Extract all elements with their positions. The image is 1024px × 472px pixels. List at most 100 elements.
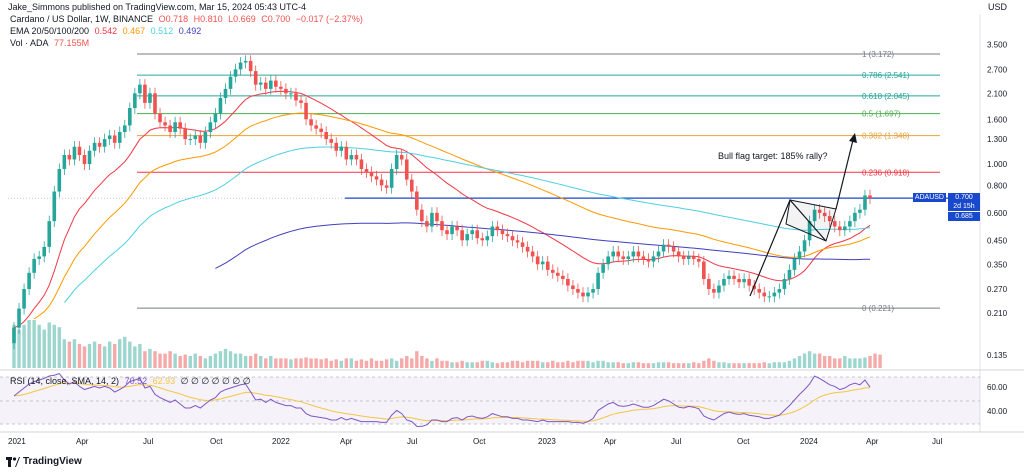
- candle-body: [530, 251, 535, 257]
- volume-bar: [193, 353, 197, 368]
- candle-body: [415, 191, 419, 210]
- candle: [777, 283, 782, 299]
- candle: [545, 256, 550, 276]
- rsi-label[interactable]: RSI (14, close, SMA, 14, 2): [10, 376, 120, 386]
- volume-bar: [430, 360, 434, 368]
- candle-body: [561, 275, 565, 279]
- candle-body: [556, 272, 560, 276]
- volume-bar: [314, 358, 318, 368]
- volume-bar: [505, 362, 510, 368]
- volume-bar: [535, 360, 540, 368]
- candle-body: [379, 179, 384, 186]
- y-tick-label: 1.300: [987, 135, 1008, 144]
- ema50-line: [33, 112, 871, 320]
- candle: [601, 258, 605, 279]
- fib-label: 1 (3.172): [862, 50, 894, 59]
- bull-flag-annotation[interactable]: Bull flag target: 185% rally?: [718, 151, 828, 161]
- candle-body: [203, 132, 208, 143]
- volume-bar: [92, 341, 97, 368]
- ema200-value: 0.492: [178, 26, 202, 36]
- candle-body: [853, 212, 857, 222]
- candle-body: [309, 119, 313, 126]
- candle-body: [57, 168, 62, 192]
- candle: [450, 220, 454, 241]
- volume-label[interactable]: Vol · ADA: [10, 38, 49, 48]
- ema200-price-tag: 0.685: [948, 212, 980, 221]
- volume-bar: [329, 360, 333, 368]
- candle: [485, 230, 490, 247]
- candle-body: [52, 191, 57, 222]
- candle: [143, 79, 147, 109]
- candle-body: [148, 93, 152, 103]
- volume-bar: [319, 359, 323, 368]
- candle-body: [797, 251, 802, 259]
- volume-bar: [621, 363, 625, 368]
- ohlc-close: C0.700: [261, 14, 291, 24]
- candle-body: [757, 289, 762, 293]
- candle-body: [324, 132, 328, 140]
- volume-bar: [354, 360, 359, 368]
- volume-bar: [243, 356, 248, 368]
- candle-body: [571, 285, 575, 290]
- candle-body: [596, 272, 600, 290]
- tradingview-logo-icon[interactable]: [6, 457, 20, 467]
- volume-bar: [812, 353, 817, 368]
- volume-bar: [384, 359, 389, 368]
- volume-bars: [12, 320, 882, 368]
- volume-bar: [82, 346, 87, 368]
- candle: [314, 119, 318, 135]
- candle: [339, 141, 344, 157]
- candle-body: [374, 176, 379, 180]
- volume-bar: [697, 363, 701, 368]
- candle-body: [676, 251, 681, 257]
- volume-bar: [833, 358, 837, 368]
- candle: [168, 119, 172, 138]
- candle-body: [284, 88, 288, 94]
- candle-body: [112, 135, 117, 143]
- candle: [82, 149, 87, 171]
- candle-body: [87, 150, 92, 165]
- volume-bar: [284, 358, 288, 368]
- volume-bar: [460, 360, 464, 368]
- candle: [837, 220, 842, 237]
- candle: [661, 239, 666, 258]
- candle: [309, 113, 313, 132]
- candle: [445, 224, 449, 241]
- volume-bar: [681, 363, 686, 368]
- candle-body: [394, 155, 399, 169]
- candle: [263, 77, 268, 95]
- candle: [636, 245, 641, 263]
- bull-flag-drawing: [749, 133, 857, 297]
- candle-body: [128, 108, 132, 126]
- candle: [525, 241, 530, 258]
- candle-body: [520, 242, 525, 247]
- y-tick-label: 0.135: [987, 351, 1008, 360]
- fib-label: 0 (0.221): [862, 304, 894, 313]
- volume-bar: [455, 362, 459, 368]
- ema-label[interactable]: EMA 20/50/100/200: [10, 26, 90, 36]
- candle-body: [344, 146, 349, 160]
- footer: TradingView: [0, 452, 1024, 472]
- fib-label: 0.382 (1.348): [862, 132, 910, 141]
- volume-bar: [787, 360, 792, 368]
- candle: [853, 207, 857, 228]
- rsi-line: [13, 373, 871, 427]
- candle: [832, 215, 837, 233]
- volume-bar: [646, 363, 651, 368]
- volume-bar: [848, 358, 852, 368]
- candle-body: [455, 226, 459, 231]
- volume-bar: [208, 356, 213, 368]
- volume-bar: [742, 363, 746, 368]
- candle-body: [173, 122, 177, 133]
- volume-bar: [868, 356, 872, 368]
- volume-bar: [118, 339, 122, 368]
- volume-bar: [143, 351, 147, 368]
- footer-brand[interactable]: TradingView: [23, 456, 82, 467]
- candle: [505, 228, 510, 243]
- symbol-name[interactable]: Cardano / US Dollar, 1W, BINANCE: [10, 14, 154, 24]
- volume-bar: [520, 362, 525, 368]
- candle-body: [354, 155, 359, 160]
- currency-label[interactable]: USD: [988, 2, 1008, 12]
- volume-bar: [525, 360, 530, 368]
